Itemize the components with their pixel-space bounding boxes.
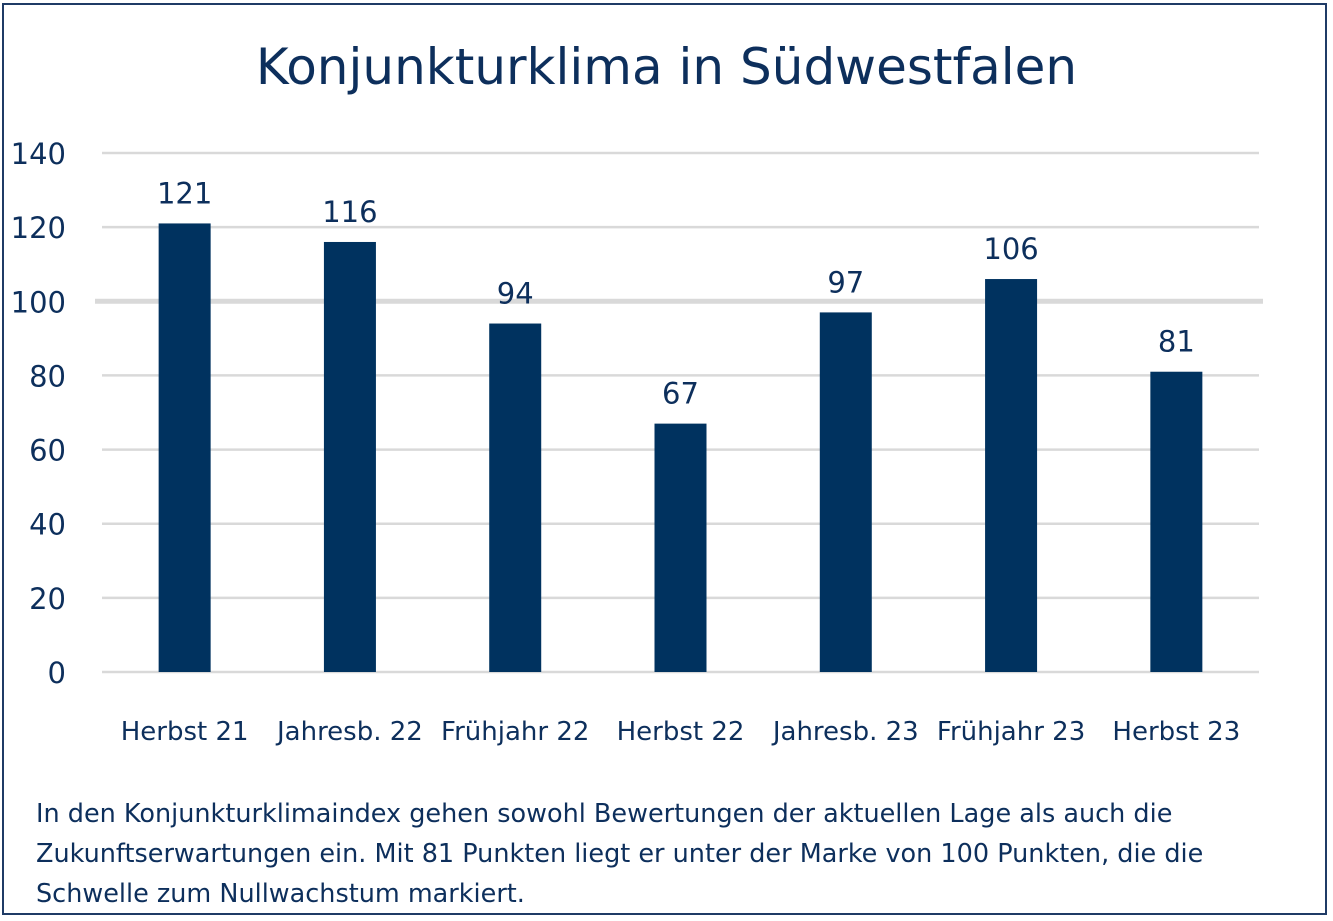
data-label: 94 [497, 277, 534, 311]
chart-note: In den Konjunkturklimaindex gehen sowohl… [36, 799, 1204, 909]
bar [1150, 371, 1203, 672]
data-label: 116 [322, 195, 377, 229]
data-label: 81 [1158, 325, 1195, 359]
bar [489, 323, 542, 672]
chart-frame [2, 3, 1327, 915]
bar [654, 423, 707, 672]
y-tick-label: 60 [29, 434, 66, 468]
x-tick-label: Jahresb. 23 [771, 717, 919, 747]
x-tick-label: Herbst 22 [617, 717, 745, 747]
y-tick-label: 20 [29, 582, 66, 616]
bar [985, 279, 1038, 672]
chart-title: Konjunkturklima in Südwestfalen [255, 38, 1078, 96]
y-tick-label: 100 [11, 285, 66, 319]
x-tick-label: Frühjahr 23 [937, 717, 1085, 747]
x-tick-label: Herbst 23 [1112, 717, 1240, 747]
data-label: 97 [827, 265, 864, 299]
data-label: 121 [157, 176, 212, 210]
y-tick-label: 120 [11, 211, 66, 245]
x-tick-label: Frühjahr 22 [441, 717, 589, 747]
bar [819, 312, 872, 672]
y-tick-label: 40 [29, 508, 66, 542]
bar [323, 241, 376, 672]
data-label: 67 [662, 377, 699, 411]
data-label: 106 [983, 232, 1038, 266]
y-tick-label: 80 [29, 359, 66, 393]
bar [158, 223, 211, 672]
x-tick-label: Jahresb. 22 [275, 717, 423, 747]
y-tick-label: 140 [11, 137, 66, 171]
x-tick-label: Herbst 21 [121, 717, 249, 747]
y-tick-label: 0 [48, 656, 66, 690]
